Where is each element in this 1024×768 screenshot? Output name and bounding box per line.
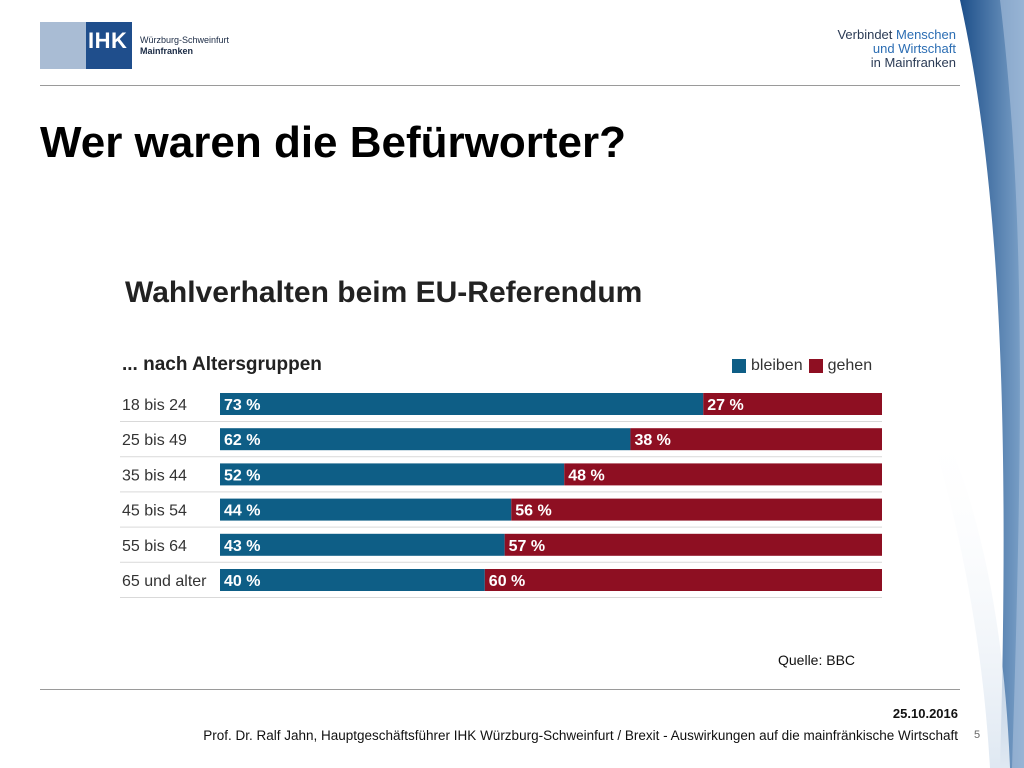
footer-divider — [40, 689, 960, 690]
data-label-bleiben: 62 % — [224, 432, 260, 449]
legend-label-gehen: gehen — [827, 357, 873, 374]
category-label: 18 bis 24 — [122, 397, 187, 414]
bar-gehen — [511, 498, 882, 521]
bar-gehen — [703, 393, 882, 415]
bar-gehen — [630, 428, 882, 451]
legend-item-gehen: gehen — [808, 357, 873, 375]
bar-gehen — [484, 569, 882, 591]
data-label-gehen: 48 % — [568, 467, 604, 484]
ihk-logo-letters: IHK — [88, 28, 128, 53]
page-number: 5 — [974, 729, 981, 741]
bar-bleiben — [220, 428, 631, 451]
category-label: 45 bis 54 — [122, 503, 187, 520]
legend-item-bleiben: bleiben — [732, 357, 803, 375]
category-label: 25 bis 49 — [122, 432, 187, 449]
claim-line-3: in Mainfranken — [870, 55, 956, 70]
bar-bleiben — [220, 569, 485, 591]
data-label-gehen: 56 % — [515, 503, 551, 520]
category-label: 65 und alter — [122, 573, 207, 590]
header-divider — [40, 85, 960, 86]
chart-legend: bleiben gehen — [732, 357, 878, 375]
claim-word-verbindet: Verbindet — [837, 27, 893, 42]
legend-swatch-bleiben — [732, 359, 746, 373]
data-label-gehen: 60 % — [489, 573, 525, 590]
header-claim: Verbindet Menschen und Wirtschaft in Mai… — [837, 28, 956, 70]
category-label: 55 bis 64 — [122, 538, 187, 555]
data-label-bleiben: 52 % — [224, 467, 260, 484]
ihk-logo: IHK Würzburg-Schweinfurt Mainfranken — [40, 22, 229, 69]
source-note: Quelle: BBC — [778, 652, 856, 668]
ihk-logo-text: Würzburg-Schweinfurt Mainfranken — [140, 35, 229, 57]
logo-line-1: Würzburg-Schweinfurt — [140, 34, 230, 45]
category-label: 35 bis 44 — [122, 467, 187, 484]
claim-line-2: und Wirtschaft — [872, 41, 956, 56]
data-label-bleiben: 40 % — [224, 573, 260, 590]
data-label-bleiben: 43 % — [224, 538, 260, 555]
data-label-gehen: 27 % — [707, 397, 743, 414]
logo-line-2: Mainfranken — [140, 45, 194, 56]
footer-date: 25.10.2016 — [892, 706, 958, 721]
claim-word-menschen: Menschen — [896, 27, 956, 42]
bar-gehen — [504, 533, 882, 556]
bar-gehen — [564, 463, 882, 486]
chart-title: Wahlverhalten beim EU-Referendum — [125, 276, 643, 309]
bar-bleiben — [220, 393, 704, 415]
data-label-bleiben: 73 % — [224, 397, 260, 414]
bar-bleiben — [220, 498, 512, 521]
chart-subtitle: ... nach Altersgruppen — [122, 354, 322, 375]
data-label-bleiben: 44 % — [224, 503, 260, 520]
legend-label-bleiben: bleiben — [751, 357, 803, 374]
ihk-logo-mark — [40, 22, 132, 69]
data-label-gehen: 57 % — [509, 538, 545, 555]
legend-swatch-gehen — [808, 359, 823, 373]
bar-bleiben — [220, 463, 565, 486]
slide-title: Wer waren die Befürworter? — [40, 118, 626, 167]
bar-bleiben — [220, 533, 505, 556]
data-label-gehen: 38 % — [634, 432, 670, 449]
footer-text: Prof. Dr. Ralf Jahn, Hauptgeschäftsführe… — [203, 728, 958, 743]
